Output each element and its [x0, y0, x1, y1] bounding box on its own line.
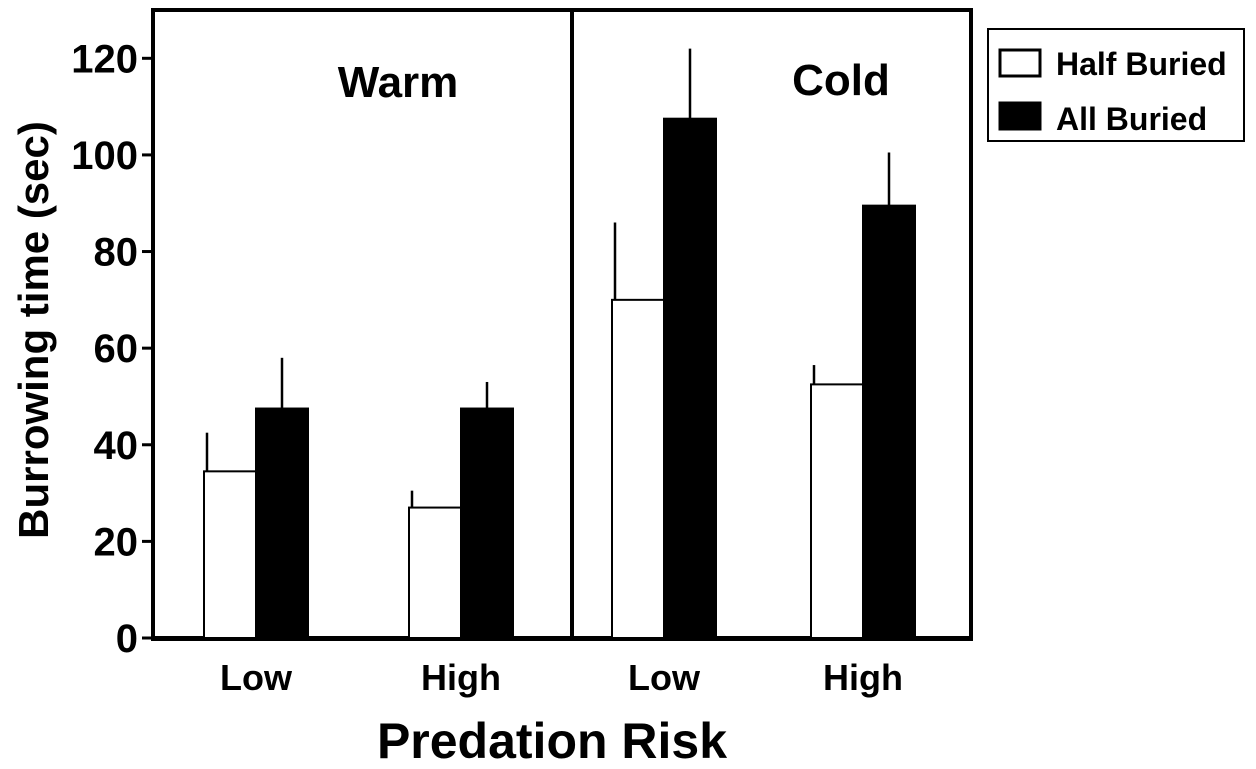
y-tick-label: 40: [94, 424, 139, 468]
category-label-warm-low: Low: [220, 657, 293, 698]
bar-cold-low-half-buried: [611, 298, 665, 639]
bar-warm-low-all-buried: [255, 407, 309, 639]
x-axis-title: Predation Risk: [377, 713, 727, 764]
legend-label-half-buried: Half Buried: [1056, 46, 1227, 82]
category-label-warm-high: High: [421, 657, 501, 698]
legend-swatch-all-buried: [998, 101, 1042, 131]
bar-warm-high-half-buried: [408, 506, 462, 640]
category-label-cold-high: High: [823, 657, 903, 698]
panel-title-cold: Cold: [792, 56, 890, 105]
legend-label-all-buried: All Buried: [1056, 101, 1207, 137]
y-tick-label: 120: [71, 37, 138, 81]
bar-cold-high-half-buried: [810, 383, 864, 639]
y-tick-label: 20: [94, 520, 139, 564]
y-tick-label: 0: [116, 617, 138, 661]
category-label-cold-low: Low: [628, 657, 701, 698]
y-axis-title: Burrowing time (sec): [10, 121, 57, 539]
panel-title-warm: Warm: [338, 58, 459, 107]
y-tick-label: 100: [71, 134, 138, 178]
y-axis-ticks: 0 20 40 60 80 100 120: [71, 37, 155, 661]
y-tick-label: 60: [94, 327, 139, 371]
bar-warm-low-half-buried: [203, 470, 257, 640]
y-tick-label: 80: [94, 231, 139, 275]
bar-cold-low-all-buried: [663, 117, 717, 639]
bars-layer: [203, 48, 916, 640]
bar-cold-high-all-buried: [862, 204, 916, 639]
bar-warm-high-all-buried: [460, 407, 514, 639]
legend-swatch-half-buried: [998, 48, 1042, 78]
legend: Half Buried All Buried: [987, 28, 1245, 142]
